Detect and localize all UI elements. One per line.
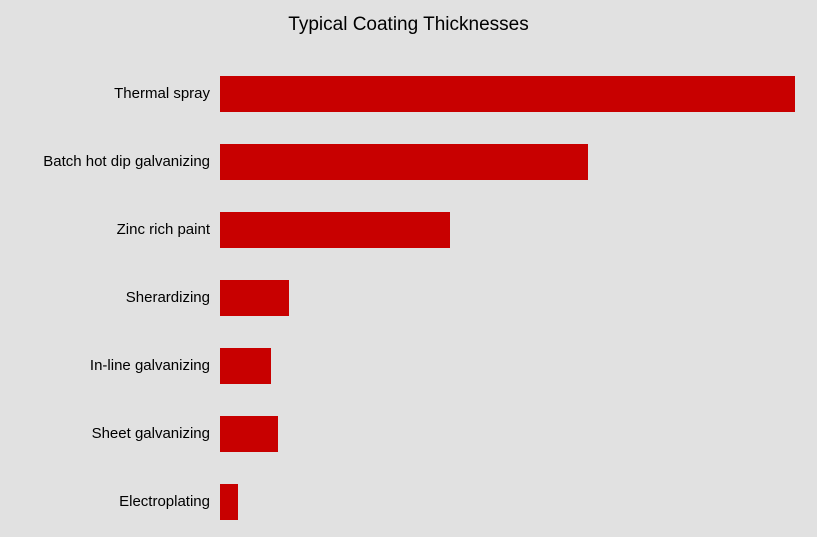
bar-row: Batch hot dip galvanizing xyxy=(0,128,817,196)
bar-label: Electroplating xyxy=(0,493,210,511)
bar-row: Electroplating xyxy=(0,468,817,536)
coating-thickness-chart: Typical Coating Thicknesses Thermal spra… xyxy=(0,0,817,537)
bar-label: Sherardizing xyxy=(0,289,210,307)
bar-label: Zinc rich paint xyxy=(0,221,210,239)
bar-row: Zinc rich paint xyxy=(0,196,817,264)
bar-in-line-galvanizing xyxy=(220,348,271,384)
bar-sherardizing xyxy=(220,280,289,316)
bar-zinc-rich-paint xyxy=(220,212,450,248)
bar-row: Thermal spray xyxy=(0,60,817,128)
bar-label: Sheet galvanizing xyxy=(0,425,210,443)
bar-batch-hot-dip-galvanizing xyxy=(220,144,588,180)
chart-title: Typical Coating Thicknesses xyxy=(0,14,817,36)
bar-label: Thermal spray xyxy=(0,85,210,103)
bar-electroplating xyxy=(220,484,238,520)
bar-thermal-spray xyxy=(220,76,795,112)
bar-label: Batch hot dip galvanizing xyxy=(0,153,210,171)
bar-row: In-line galvanizing xyxy=(0,332,817,400)
chart-rows: Thermal spray Batch hot dip galvanizing … xyxy=(0,60,817,537)
bar-sheet-galvanizing xyxy=(220,416,278,452)
bar-row: Sherardizing xyxy=(0,264,817,332)
bar-row: Sheet galvanizing xyxy=(0,400,817,468)
bar-label: In-line galvanizing xyxy=(0,357,210,375)
